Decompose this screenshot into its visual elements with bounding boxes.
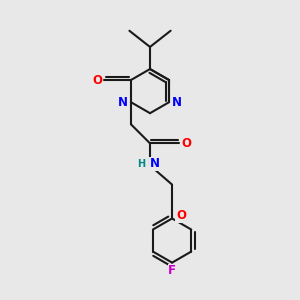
Text: O: O (182, 137, 192, 150)
Text: N: N (118, 96, 128, 109)
Text: O: O (92, 74, 102, 87)
Text: O: O (176, 209, 186, 222)
Text: N: N (149, 158, 159, 170)
Text: H: H (137, 159, 145, 169)
Text: F: F (168, 264, 176, 278)
Text: N: N (172, 96, 182, 109)
